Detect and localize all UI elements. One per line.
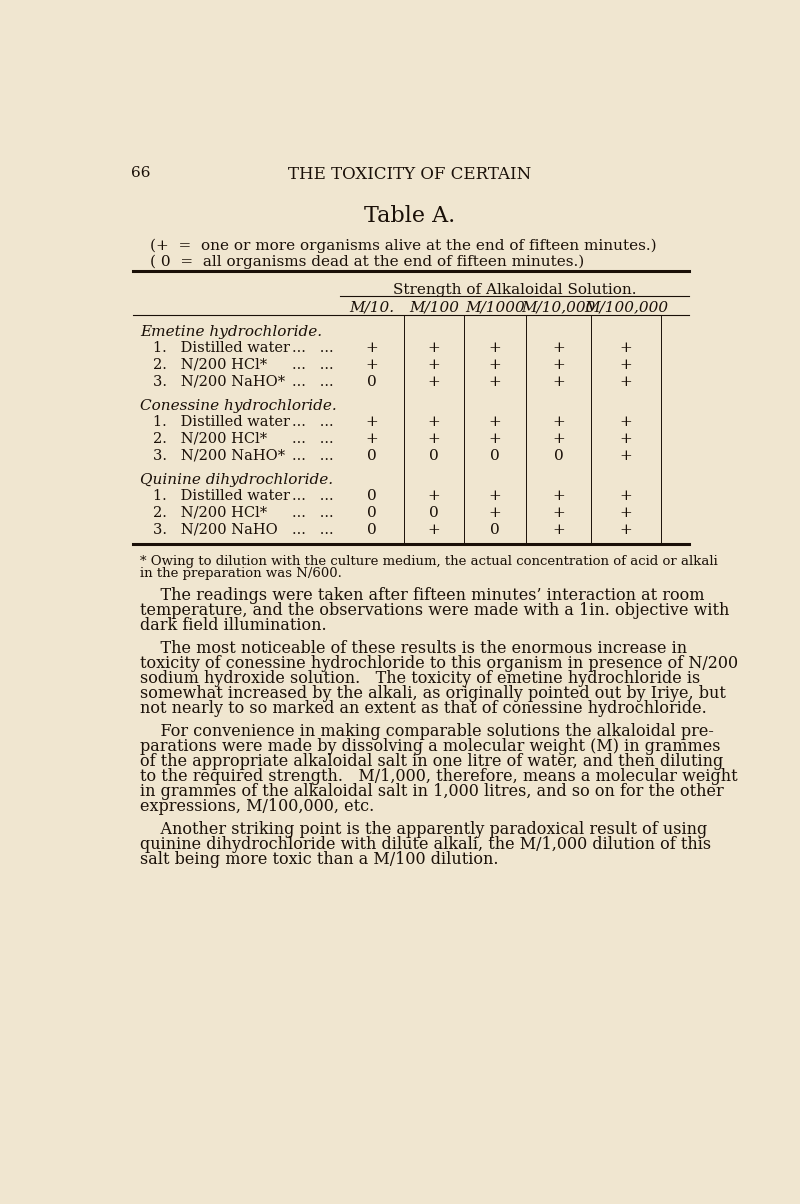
Text: to the required strength.   M/1,000, therefore, means a molecular weight: to the required strength. M/1,000, there… xyxy=(140,768,738,785)
Text: +: + xyxy=(489,489,502,503)
Text: 0: 0 xyxy=(429,506,439,520)
Text: not nearly to so marked an extent as that of conessine hydrochloride.: not nearly to so marked an extent as tha… xyxy=(140,700,707,718)
Text: The readings were taken after fifteen minutes’ interaction at room: The readings were taken after fifteen mi… xyxy=(140,588,705,604)
Text: +: + xyxy=(620,523,633,537)
Text: 2.   N/200 HCl*: 2. N/200 HCl* xyxy=(153,506,267,520)
Text: Strength of Alkaloidal Solution.: Strength of Alkaloidal Solution. xyxy=(393,283,636,297)
Text: in the preparation was N/600.: in the preparation was N/600. xyxy=(140,567,342,580)
Text: M/10,000: M/10,000 xyxy=(522,300,596,314)
Text: ...   ...: ... ... xyxy=(292,506,334,520)
Text: +: + xyxy=(428,358,441,372)
Text: 66: 66 xyxy=(131,166,150,181)
Text: +: + xyxy=(428,523,441,537)
Text: dark field illumination.: dark field illumination. xyxy=(140,618,327,635)
Text: +: + xyxy=(489,341,502,355)
Text: expressions, M/100,000, etc.: expressions, M/100,000, etc. xyxy=(140,798,374,815)
Text: 0: 0 xyxy=(367,506,377,520)
Text: +: + xyxy=(366,341,378,355)
Text: parations were made by dissolving a molecular weight (M) in grammes: parations were made by dissolving a mole… xyxy=(140,738,721,755)
Text: +: + xyxy=(428,341,441,355)
Text: ( 0  =  all organisms dead at the end of fifteen minutes.): ( 0 = all organisms dead at the end of f… xyxy=(150,254,585,268)
Text: +: + xyxy=(620,358,633,372)
Text: +: + xyxy=(428,374,441,389)
Text: temperature, and the observations were made with a 1in. objective with: temperature, and the observations were m… xyxy=(140,602,730,619)
Text: +: + xyxy=(620,489,633,503)
Text: +: + xyxy=(366,414,378,429)
Text: +: + xyxy=(620,341,633,355)
Text: +: + xyxy=(428,432,441,445)
Text: ...   ...: ... ... xyxy=(292,358,334,372)
Text: +: + xyxy=(366,432,378,445)
Text: 3.   N/200 NaHO: 3. N/200 NaHO xyxy=(153,523,278,537)
Text: +: + xyxy=(620,506,633,520)
Text: ...   ...: ... ... xyxy=(292,523,334,537)
Text: 2.   N/200 HCl*: 2. N/200 HCl* xyxy=(153,432,267,445)
Text: 2.   N/200 HCl*: 2. N/200 HCl* xyxy=(153,358,267,372)
Text: somewhat increased by the alkali, as originally pointed out by Iriye, but: somewhat increased by the alkali, as ori… xyxy=(140,685,726,702)
Text: +: + xyxy=(553,506,565,520)
Text: 0: 0 xyxy=(367,489,377,503)
Text: 0: 0 xyxy=(490,449,500,462)
Text: ...   ...: ... ... xyxy=(292,432,334,445)
Text: Table A.: Table A. xyxy=(364,205,456,226)
Text: +: + xyxy=(553,414,565,429)
Text: Conessine hydrochloride.: Conessine hydrochloride. xyxy=(140,400,337,413)
Text: +: + xyxy=(620,449,633,462)
Text: ...   ...: ... ... xyxy=(292,414,334,429)
Text: sodium hydroxide solution.   The toxicity of emetine hydrochloride is: sodium hydroxide solution. The toxicity … xyxy=(140,669,701,687)
Text: The most noticeable of these results is the enormous increase in: The most noticeable of these results is … xyxy=(140,641,687,657)
Text: +: + xyxy=(553,523,565,537)
Text: +: + xyxy=(553,432,565,445)
Text: 1.   Distilled water: 1. Distilled water xyxy=(153,414,290,429)
Text: For convenience in making comparable solutions the alkaloidal pre-: For convenience in making comparable sol… xyxy=(140,722,714,739)
Text: M/100: M/100 xyxy=(409,300,459,314)
Text: 1.   Distilled water: 1. Distilled water xyxy=(153,341,290,355)
Text: +: + xyxy=(428,489,441,503)
Text: THE TOXICITY OF CERTAIN: THE TOXICITY OF CERTAIN xyxy=(288,166,532,183)
Text: * Owing to dilution with the culture medium, the actual concentration of acid or: * Owing to dilution with the culture med… xyxy=(140,555,718,568)
Text: +: + xyxy=(553,358,565,372)
Text: quinine dihydrochloride with dilute alkali, the M/1,000 dilution of this: quinine dihydrochloride with dilute alka… xyxy=(140,836,711,852)
Text: 0: 0 xyxy=(367,374,377,389)
Text: 3.   N/200 NaHO*: 3. N/200 NaHO* xyxy=(153,374,285,389)
Text: +: + xyxy=(428,414,441,429)
Text: M/100,000: M/100,000 xyxy=(584,300,668,314)
Text: of the appropriate alkaloidal salt in one litre of water, and then diluting: of the appropriate alkaloidal salt in on… xyxy=(140,752,723,769)
Text: (+  =  one or more organisms alive at the end of fifteen minutes.): (+ = one or more organisms alive at the … xyxy=(150,238,657,253)
Text: +: + xyxy=(620,432,633,445)
Text: 0: 0 xyxy=(554,449,564,462)
Text: ...   ...: ... ... xyxy=(292,341,334,355)
Text: +: + xyxy=(620,414,633,429)
Text: +: + xyxy=(553,341,565,355)
Text: 1.   Distilled water: 1. Distilled water xyxy=(153,489,290,503)
Text: in grammes of the alkaloidal salt in 1,000 litres, and so on for the other: in grammes of the alkaloidal salt in 1,0… xyxy=(140,783,724,799)
Text: 0: 0 xyxy=(367,523,377,537)
Text: Quinine dihydrochloride.: Quinine dihydrochloride. xyxy=(140,473,334,488)
Text: ...   ...: ... ... xyxy=(292,374,334,389)
Text: ...   ...: ... ... xyxy=(292,449,334,462)
Text: +: + xyxy=(553,489,565,503)
Text: +: + xyxy=(489,414,502,429)
Text: +: + xyxy=(489,374,502,389)
Text: salt being more toxic than a M/100 dilution.: salt being more toxic than a M/100 dilut… xyxy=(140,850,499,868)
Text: toxicity of conessine hydrochloride to this organism in presence of N/200: toxicity of conessine hydrochloride to t… xyxy=(140,655,738,672)
Text: 0: 0 xyxy=(367,449,377,462)
Text: +: + xyxy=(366,358,378,372)
Text: Another striking point is the apparently paradoxical result of using: Another striking point is the apparently… xyxy=(140,821,707,838)
Text: +: + xyxy=(553,374,565,389)
Text: +: + xyxy=(620,374,633,389)
Text: M/1000: M/1000 xyxy=(466,300,525,314)
Text: Emetine hydrochloride.: Emetine hydrochloride. xyxy=(140,325,322,340)
Text: 3.   N/200 NaHO*: 3. N/200 NaHO* xyxy=(153,449,285,462)
Text: ...   ...: ... ... xyxy=(292,489,334,503)
Text: M/10.: M/10. xyxy=(350,300,394,314)
Text: 0: 0 xyxy=(429,449,439,462)
Text: +: + xyxy=(489,432,502,445)
Text: +: + xyxy=(489,358,502,372)
Text: +: + xyxy=(489,506,502,520)
Text: 0: 0 xyxy=(490,523,500,537)
